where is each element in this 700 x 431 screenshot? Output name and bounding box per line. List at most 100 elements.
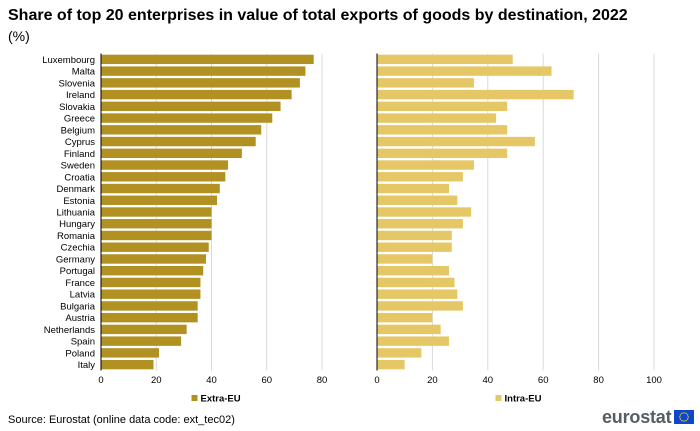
category-label: Portugal (60, 266, 95, 277)
bar-extra-eu-ireland (101, 89, 292, 100)
bar-intra-eu-poland (377, 348, 422, 358)
source-note: Source: Eurostat (online data code: ext_… (8, 414, 235, 426)
bar-extra-eu-sweden (101, 160, 229, 170)
category-label: Spain (71, 337, 95, 348)
bar-extra-eu-slovenia (101, 78, 300, 88)
category-label: Malta (72, 67, 96, 78)
flag-star (681, 419, 684, 422)
category-label: Germany (56, 254, 95, 265)
bar-extra-eu-croatia (101, 172, 226, 182)
bar-intra-eu-greece (377, 113, 497, 123)
category-label: France (65, 278, 95, 289)
flag-star (683, 412, 686, 414)
x-tick-label: 80 (593, 375, 604, 386)
bar-intra-eu-portugal (377, 266, 450, 276)
category-label: Croatia (64, 172, 95, 183)
bar-extra-eu-czechia (101, 242, 209, 252)
bar-intra-eu-romania (377, 230, 452, 241)
category-label: Denmark (56, 184, 95, 195)
x-tick-label: 100 (646, 375, 662, 386)
bar-intra-eu-czechia (377, 242, 452, 252)
x-tick-label: 20 (151, 375, 162, 386)
bar-extra-eu-netherlands (101, 324, 187, 335)
bar-extra-eu-bulgaria (101, 301, 198, 311)
category-label: Estonia (63, 196, 95, 207)
bar-intra-eu-bulgaria (377, 301, 463, 311)
eu-flag-icon (674, 410, 695, 424)
bar-intra-eu-hungary (377, 219, 463, 229)
bar-intra-eu-cyprus (377, 136, 535, 147)
bar-extra-eu-germany (101, 254, 206, 264)
category-label: Bulgaria (60, 301, 96, 312)
bar-intra-eu-germany (377, 254, 433, 264)
category-label: Ireland (66, 90, 95, 101)
x-tick-label: 40 (483, 375, 494, 386)
category-label: Latvia (70, 290, 96, 301)
bar-intra-eu-netherlands (377, 324, 441, 335)
bar-intra-eu-slovakia (377, 101, 508, 112)
category-label: Cyprus (65, 137, 95, 148)
category-label: Greece (64, 114, 95, 125)
bar-extra-eu-lithuania (101, 207, 212, 217)
flag-star (681, 412, 684, 415)
bar-extra-eu-estonia (101, 195, 218, 205)
bar-intra-eu-latvia (377, 289, 458, 299)
bar-extra-eu-portugal (101, 266, 204, 276)
bar-extra-eu-greece (101, 113, 273, 123)
flag-star (687, 416, 690, 418)
x-tick-label: 20 (427, 375, 438, 386)
category-label: Sweden (61, 161, 95, 172)
legend-swatch (191, 395, 198, 401)
eurostat-logo-text: eurostat (602, 406, 672, 427)
legend-swatch (495, 395, 502, 401)
flag-star (687, 414, 689, 416)
bar-extra-eu-spain (101, 336, 182, 346)
bar-intra-eu-lithuania (377, 207, 472, 217)
bar-intra-eu-sweden (377, 160, 474, 170)
category-label: Austria (65, 313, 95, 324)
chart-title: Share of top 20 enterprises in value of … (8, 7, 628, 24)
chart-subtitle: (%) (8, 28, 30, 44)
x-tick-label: 60 (261, 375, 272, 386)
category-label: Netherlands (44, 325, 95, 336)
category-label: Italy (78, 360, 96, 371)
category-label: Luxembourg (42, 55, 95, 66)
bar-intra-eu-ireland (377, 89, 574, 100)
flag-star (680, 418, 682, 420)
bar-intra-eu-luxembourg (377, 54, 513, 65)
bar-extra-eu-slovakia (101, 101, 281, 112)
bar-intra-eu-malta (377, 66, 552, 76)
category-label: Belgium (61, 125, 95, 136)
category-label: Hungary (59, 219, 95, 230)
legend-label: Intra-EU (505, 394, 542, 405)
flag-star (683, 420, 686, 422)
category-label: Lithuania (56, 208, 95, 219)
bar-intra-eu-italy (377, 359, 405, 370)
flag-star (685, 412, 688, 415)
bar-extra-eu-belgium (101, 125, 262, 135)
bar-intra-eu-estonia (377, 195, 458, 205)
bar-extra-eu-poland (101, 348, 160, 358)
bar-intra-eu-austria (377, 312, 433, 323)
bar-intra-eu-finland (377, 148, 508, 158)
x-tick-label: 0 (98, 375, 103, 386)
bar-extra-eu-finland (101, 148, 242, 158)
bar-intra-eu-belgium (377, 125, 508, 135)
flag-star (680, 414, 682, 416)
bar-extra-eu-luxembourg (101, 54, 314, 65)
bar-extra-eu-malta (101, 66, 306, 76)
bar-extra-eu-cyprus (101, 136, 256, 147)
flag-star (685, 419, 688, 422)
category-label: Romania (57, 231, 96, 242)
bar-extra-eu-austria (101, 312, 198, 323)
x-tick-label: 0 (374, 375, 379, 386)
bar-extra-eu-france (101, 277, 201, 288)
bar-intra-eu-france (377, 277, 455, 288)
flag-star (687, 418, 689, 420)
x-tick-label: 40 (206, 375, 217, 386)
category-label: Slovakia (59, 102, 96, 113)
bar-intra-eu-slovenia (377, 78, 474, 88)
x-tick-label: 60 (538, 375, 549, 386)
bar-extra-eu-latvia (101, 289, 201, 299)
